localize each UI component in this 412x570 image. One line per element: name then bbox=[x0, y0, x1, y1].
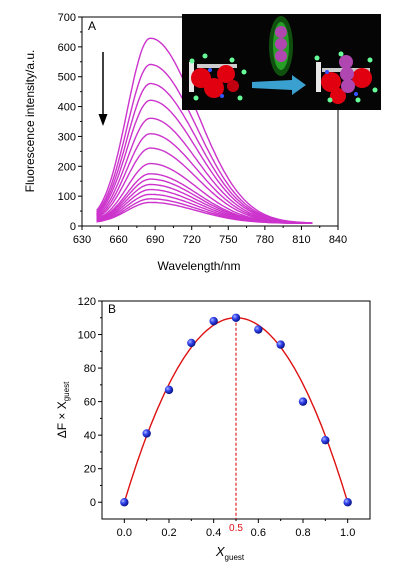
data-point bbox=[343, 498, 352, 507]
panel-a-y-tick-label: 400 bbox=[58, 102, 76, 114]
free-host-molecule bbox=[189, 53, 247, 101]
panel-a-label: A bbox=[88, 19, 96, 33]
data-point bbox=[254, 325, 263, 334]
data-point bbox=[142, 429, 151, 438]
panel-b-x-tick-label: 0.0 bbox=[117, 527, 132, 539]
panel-b-data-points bbox=[120, 313, 352, 507]
decrease-arrow bbox=[98, 52, 108, 126]
panel-a-y-tick-label: 600 bbox=[58, 42, 76, 54]
binding-arrow bbox=[252, 75, 306, 95]
data-point bbox=[209, 316, 218, 326]
panel-a-y-tick-label: 0 bbox=[70, 221, 76, 233]
panel-b-y-axis-title: ΔF × Xguest bbox=[55, 381, 71, 438]
panel-b-x-tick-label: 0.4 bbox=[206, 527, 221, 539]
data-point bbox=[321, 435, 330, 445]
panel-b-y-tick-label: 60 bbox=[84, 397, 96, 409]
panel-a-y-tick-label: 500 bbox=[58, 72, 76, 84]
y-axis-title-subscript: guest bbox=[62, 381, 71, 401]
panel-a-x-tick-label: 810 bbox=[292, 234, 310, 246]
maximum-marker-label: 0.5 bbox=[229, 523, 243, 534]
panel-b-x-tick-label: 0.6 bbox=[251, 527, 266, 539]
panel-a-x-tick-label: 780 bbox=[256, 234, 274, 246]
data-point bbox=[164, 385, 174, 395]
panel-a-x-tick-label: 660 bbox=[109, 234, 127, 246]
panel-b-y-tick-label: 120 bbox=[78, 296, 96, 308]
y-axis-title-main: ΔF × X bbox=[55, 401, 69, 438]
panel-b-y-tick-label: 40 bbox=[84, 430, 96, 442]
panel-b-y-tick-label: 80 bbox=[84, 363, 96, 375]
panel-b-ticks: 0.0 0.2 0.4 0.6 0.8 1.0 0 20 40 60 80 100 120 bbox=[78, 296, 356, 539]
panel-a-x-tick-label: 750 bbox=[219, 234, 237, 246]
panel-b-y-tick-label: 20 bbox=[84, 464, 96, 476]
panel-a-x-tick-label: 720 bbox=[183, 234, 201, 246]
host-guest-inset bbox=[182, 14, 381, 110]
panel-b-label: B bbox=[108, 302, 116, 316]
data-point bbox=[276, 340, 285, 349]
panel-b-x-axis-title: Xguest bbox=[215, 544, 245, 562]
panel-b-x-tick-label: 1.0 bbox=[340, 527, 355, 539]
data-point bbox=[298, 397, 308, 406]
free-guest-molecule bbox=[275, 26, 287, 62]
host-guest-complex bbox=[314, 51, 378, 104]
panel-a: A 630 660 690 720 750 780 810 840 0 100 200 300 400 5… bbox=[23, 12, 381, 273]
panel-b-y-tick-label: 0 bbox=[90, 497, 96, 509]
spectrum-curve-7 bbox=[96, 147, 313, 224]
panel-a-curves bbox=[96, 37, 313, 225]
panel-a-y-tick-label: 700 bbox=[58, 12, 76, 24]
panel-a-y-axis-title: Fluorescence intensity/a.u. bbox=[23, 50, 37, 193]
panel-a-x-tick-label: 690 bbox=[146, 234, 164, 246]
data-point bbox=[187, 338, 196, 348]
spectrum-curve-15 bbox=[96, 201, 313, 225]
panel-b-x-tick-label: 0.8 bbox=[295, 527, 310, 539]
data-point bbox=[120, 498, 129, 507]
panel-b-y-tick-label: 100 bbox=[78, 330, 96, 342]
panel-a-y-tick-label: 200 bbox=[58, 161, 76, 173]
panel-b-x-tick-label: 0.2 bbox=[161, 527, 176, 539]
x-axis-title-main: X bbox=[215, 544, 226, 559]
panel-a-y-tick-label: 100 bbox=[58, 191, 76, 203]
panel-a-x-tick-label: 630 bbox=[73, 234, 91, 246]
x-axis-title-subscript: guest bbox=[225, 553, 245, 562]
panel-a-x-axis-title: Wavelength/nm bbox=[158, 259, 241, 273]
panel-a-ticks: 630 660 690 720 750 780 810 840 0 100 200 300 400 500… bbox=[58, 12, 348, 246]
panel-a-y-tick-label: 300 bbox=[58, 131, 76, 143]
data-point bbox=[231, 313, 241, 322]
panel-a-x-tick-label: 840 bbox=[329, 234, 347, 246]
